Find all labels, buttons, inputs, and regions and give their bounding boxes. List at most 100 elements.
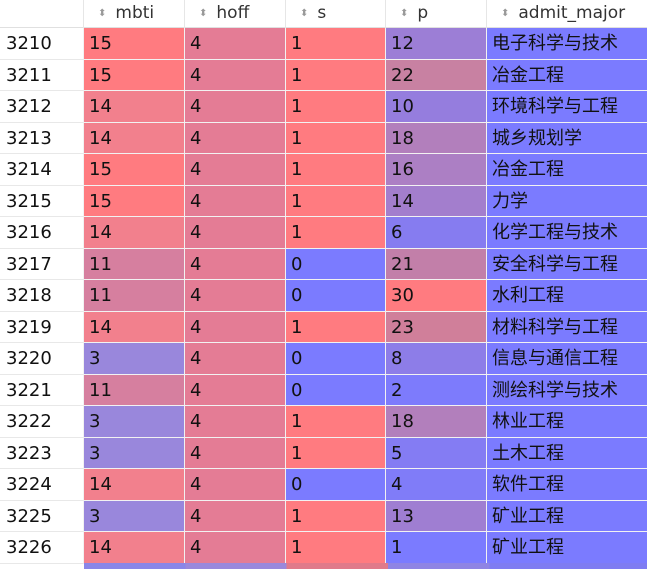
row-index[interactable]: 3217 [0,248,84,280]
cell-hoff[interactable]: 4 [185,311,286,343]
cell-admit-major[interactable]: 环境科学与工程 [487,91,647,123]
cell-p[interactable]: 14 [386,185,487,217]
row-index[interactable]: 3226 [0,532,84,564]
row-index[interactable]: 3223 [0,437,84,469]
cell-s[interactable]: 0 [286,280,386,312]
cell-admit-major[interactable]: 冶金工程 [487,154,647,186]
cell-mbti[interactable]: 15 [84,28,185,60]
cell-p[interactable]: 12 [386,28,487,60]
cell-hoff[interactable]: 4 [185,59,286,91]
cell-hoff[interactable]: 4 [185,374,286,406]
cell-admit-major[interactable]: 测绘科学与技术 [487,374,647,406]
cell-s[interactable]: 1 [286,406,386,438]
cell-mbti[interactable]: 3 [84,500,185,532]
table-row[interactable]: 3223 3 4 1 5 土木工程 [0,437,647,469]
cell-hoff[interactable]: 4 [185,217,286,249]
cell-mbti[interactable]: 14 [84,532,185,564]
cell-p[interactable]: 18 [386,122,487,154]
cell-mbti[interactable]: 3 [84,406,185,438]
cell-s[interactable]: 1 [286,185,386,217]
cell-hoff[interactable]: 4 [185,185,286,217]
cell-p[interactable]: 5 [386,437,487,469]
table-row[interactable]: 3210 15 4 1 12 电子科学与技术 [0,28,647,60]
cell-s[interactable]: 1 [286,59,386,91]
cell-p[interactable]: 16 [386,154,487,186]
cell-p[interactable]: 4 [386,469,487,501]
cell-hoff[interactable]: 4 [185,437,286,469]
cell-mbti[interactable]: 3 [84,343,185,375]
cell-p[interactable]: 18 [386,406,487,438]
cell-hoff[interactable]: 4 [185,154,286,186]
cell-s[interactable]: 1 [286,154,386,186]
row-index[interactable]: 3222 [0,406,84,438]
row-index[interactable]: 3216 [0,217,84,249]
table-row[interactable]: 3220 3 4 0 8 信息与通信工程 [0,343,647,375]
cell-p[interactable]: 2 [386,374,487,406]
table-row[interactable]: 3211 15 4 1 22 冶金工程 [0,59,647,91]
row-index[interactable]: 3220 [0,343,84,375]
cell-hoff[interactable]: 4 [185,28,286,60]
cell-mbti[interactable]: 14 [84,469,185,501]
cell-hoff[interactable]: 4 [185,280,286,312]
cell-s[interactable]: 1 [286,122,386,154]
cell-s[interactable]: 0 [286,374,386,406]
cell-hoff[interactable]: 4 [185,500,286,532]
table-row[interactable]: 3226 14 4 1 1 矿业工程 [0,532,647,564]
table-row[interactable]: 3214 15 4 1 16 冶金工程 [0,154,647,186]
cell-p[interactable]: 6 [386,217,487,249]
cell-mbti[interactable]: 14 [84,311,185,343]
cell-s[interactable]: 1 [286,311,386,343]
sort-icon[interactable]: ⬍ [98,8,107,19]
row-index[interactable]: 3224 [0,469,84,501]
cell-s[interactable]: 1 [286,437,386,469]
table-row[interactable]: 3221 11 4 0 2 测绘科学与技术 [0,374,647,406]
cell-p[interactable]: 30 [386,280,487,312]
cell-admit-major[interactable]: 电子科学与技术 [487,28,647,60]
cell-hoff[interactable]: 4 [185,469,286,501]
cell-admit-major[interactable]: 力学 [487,185,647,217]
column-header-p[interactable]: ⬍ p [386,0,487,28]
column-header-admit-major[interactable]: ⬍ admit_major [487,0,647,28]
cell-admit-major[interactable]: 材料科学与工程 [487,311,647,343]
cell-admit-major[interactable]: 矿业工程 [487,532,647,564]
sort-icon[interactable]: ⬍ [501,8,510,19]
table-row[interactable]: 3212 14 4 1 10 环境科学与工程 [0,91,647,123]
table-row[interactable]: 3217 11 4 0 21 安全科学与工程 [0,248,647,280]
row-index[interactable]: 3211 [0,59,84,91]
cell-mbti[interactable]: 15 [84,59,185,91]
table-row[interactable]: 3218 11 4 0 30 水利工程 [0,280,647,312]
row-index[interactable]: 3215 [0,185,84,217]
cell-hoff[interactable]: 4 [185,248,286,280]
sort-icon[interactable]: ⬍ [400,8,409,19]
cell-s[interactable]: 1 [286,28,386,60]
row-index[interactable]: 3225 [0,500,84,532]
sort-icon[interactable]: ⬍ [199,8,208,19]
cell-s[interactable]: 1 [286,91,386,123]
cell-p[interactable]: 8 [386,343,487,375]
cell-admit-major[interactable]: 土木工程 [487,437,647,469]
row-index[interactable]: 3214 [0,154,84,186]
column-header-hoff[interactable]: ⬍ hoff [185,0,286,28]
cell-mbti[interactable]: 11 [84,280,185,312]
cell-admit-major[interactable]: 信息与通信工程 [487,343,647,375]
cell-s[interactable]: 1 [286,500,386,532]
row-index[interactable]: 3218 [0,280,84,312]
cell-admit-major[interactable]: 水利工程 [487,280,647,312]
cell-s[interactable]: 0 [286,469,386,501]
cell-admit-major[interactable]: 安全科学与工程 [487,248,647,280]
table-row[interactable]: 3225 3 4 1 13 矿业工程 [0,500,647,532]
cell-p[interactable]: 23 [386,311,487,343]
table-row[interactable]: 3224 14 4 0 4 软件工程 [0,469,647,501]
row-index[interactable]: 3212 [0,91,84,123]
sort-icon[interactable]: ⬍ [300,8,309,19]
cell-hoff[interactable]: 4 [185,122,286,154]
cell-hoff[interactable]: 4 [185,532,286,564]
cell-admit-major[interactable]: 矿业工程 [487,500,647,532]
table-row[interactable]: 3213 14 4 1 18 城乡规划学 [0,122,647,154]
table-row[interactable]: 3219 14 4 1 23 材料科学与工程 [0,311,647,343]
cell-p[interactable]: 22 [386,59,487,91]
cell-hoff[interactable]: 4 [185,343,286,375]
cell-p[interactable]: 1 [386,532,487,564]
cell-mbti[interactable]: 14 [84,217,185,249]
row-index[interactable]: 3221 [0,374,84,406]
